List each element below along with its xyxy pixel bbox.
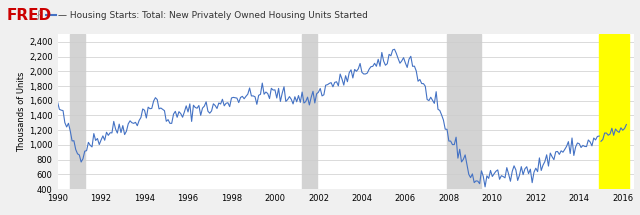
Text: — Housing Starts: Total: New Privately Owned Housing Units Started: — Housing Starts: Total: New Privately O… — [58, 11, 367, 20]
Bar — [599, 34, 628, 189]
Y-axis label: Thousands of Units: Thousands of Units — [17, 72, 26, 152]
Text: ⨏: ⨏ — [35, 10, 40, 20]
Text: FRED: FRED — [6, 8, 52, 23]
Bar — [70, 34, 84, 189]
Bar — [447, 34, 481, 189]
Bar — [302, 34, 317, 189]
